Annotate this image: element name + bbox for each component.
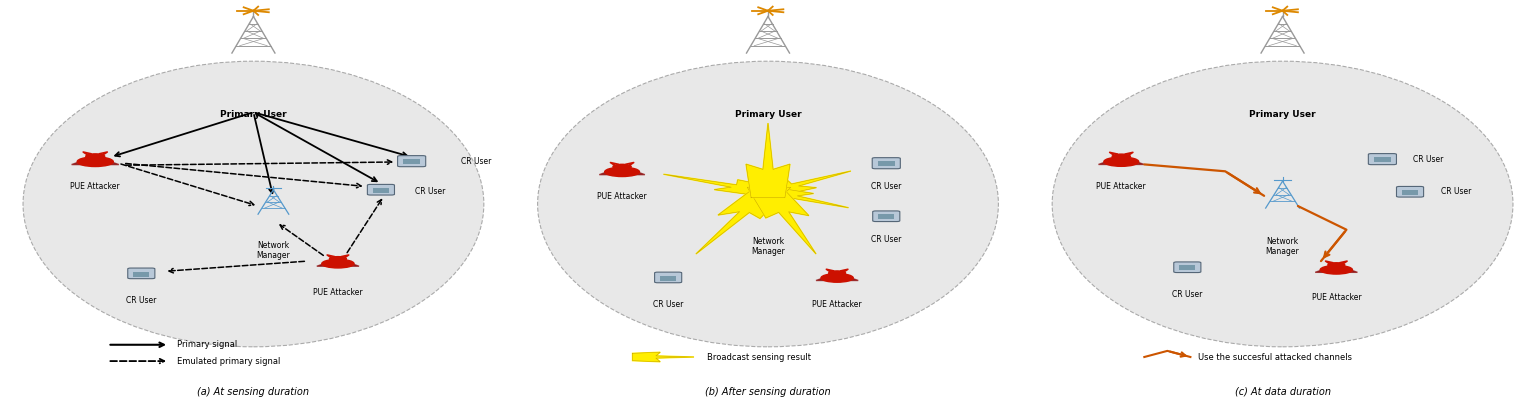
FancyBboxPatch shape — [660, 276, 676, 281]
Text: PUE Attacker: PUE Attacker — [71, 182, 120, 191]
Polygon shape — [746, 123, 790, 198]
Circle shape — [605, 167, 639, 177]
FancyBboxPatch shape — [1375, 157, 1390, 162]
FancyBboxPatch shape — [367, 184, 395, 195]
Circle shape — [1327, 263, 1346, 267]
FancyBboxPatch shape — [879, 161, 894, 166]
Text: CR User: CR User — [1413, 155, 1444, 164]
Text: CR User: CR User — [415, 187, 445, 196]
FancyBboxPatch shape — [872, 211, 900, 222]
Text: Use the succesful attacked channels: Use the succesful attacked channels — [1198, 353, 1352, 361]
Text: PUE Attacker: PUE Attacker — [313, 288, 362, 297]
Text: Network
Manager: Network Manager — [751, 237, 785, 256]
FancyBboxPatch shape — [1396, 186, 1424, 197]
Text: (b) After sensing duration: (b) After sensing duration — [705, 386, 831, 397]
Polygon shape — [599, 170, 645, 175]
Text: PUE Attacker: PUE Attacker — [813, 300, 862, 309]
Text: PUE Attacker: PUE Attacker — [598, 192, 647, 201]
FancyBboxPatch shape — [373, 188, 389, 193]
Text: PUE Attacker: PUE Attacker — [1312, 293, 1361, 302]
Polygon shape — [316, 262, 359, 266]
Ellipse shape — [1052, 61, 1513, 347]
Polygon shape — [750, 171, 851, 197]
Circle shape — [613, 164, 631, 169]
FancyBboxPatch shape — [127, 268, 155, 279]
Circle shape — [323, 259, 353, 268]
Text: Primary User: Primary User — [220, 110, 287, 119]
Text: (c) At data duration: (c) At data duration — [1235, 386, 1330, 397]
Text: Emulated primary signal: Emulated primary signal — [177, 357, 280, 366]
FancyBboxPatch shape — [872, 157, 900, 169]
FancyBboxPatch shape — [1402, 190, 1418, 195]
Circle shape — [820, 274, 854, 282]
Text: CR User: CR User — [1441, 187, 1471, 196]
Circle shape — [77, 157, 114, 166]
Ellipse shape — [538, 61, 998, 347]
Circle shape — [86, 154, 104, 159]
Text: Primary signal: Primary signal — [177, 340, 237, 349]
Text: CR User: CR User — [461, 157, 492, 166]
Polygon shape — [696, 185, 791, 254]
Text: Broadcast sensing result: Broadcast sensing result — [707, 353, 811, 361]
Polygon shape — [664, 174, 786, 197]
Text: Primary User: Primary User — [1249, 110, 1316, 119]
Polygon shape — [1098, 160, 1144, 164]
Polygon shape — [748, 186, 816, 254]
Polygon shape — [72, 160, 118, 164]
Text: CR User: CR User — [126, 296, 157, 305]
FancyArrowPatch shape — [126, 164, 361, 188]
FancyBboxPatch shape — [134, 272, 149, 277]
FancyBboxPatch shape — [1369, 153, 1396, 165]
FancyBboxPatch shape — [879, 215, 894, 220]
Text: PUE Attacker: PUE Attacker — [1097, 182, 1146, 191]
FancyBboxPatch shape — [1174, 262, 1201, 273]
FancyBboxPatch shape — [404, 159, 419, 164]
Polygon shape — [751, 187, 848, 208]
FancyArrowPatch shape — [126, 160, 392, 165]
Text: (a) At sensing duration: (a) At sensing duration — [198, 386, 309, 397]
Circle shape — [1112, 154, 1130, 159]
Circle shape — [1104, 157, 1138, 166]
FancyArrowPatch shape — [169, 261, 304, 273]
Polygon shape — [816, 277, 859, 281]
Circle shape — [829, 271, 845, 275]
FancyArrowPatch shape — [280, 225, 324, 255]
Text: Network
Manager: Network Manager — [257, 241, 290, 260]
Circle shape — [330, 257, 346, 261]
Text: CR User: CR User — [1172, 290, 1203, 299]
Text: CR User: CR User — [653, 300, 684, 309]
Text: CR User: CR User — [871, 182, 902, 191]
Text: Primary User: Primary User — [734, 110, 802, 119]
Polygon shape — [1315, 268, 1358, 273]
FancyBboxPatch shape — [654, 272, 682, 283]
Ellipse shape — [23, 61, 484, 347]
FancyArrowPatch shape — [121, 164, 253, 206]
Circle shape — [1319, 266, 1352, 274]
Text: CR User: CR User — [871, 235, 902, 244]
FancyArrowPatch shape — [111, 359, 164, 363]
Text: Network
Manager: Network Manager — [1266, 237, 1299, 256]
FancyArrowPatch shape — [347, 200, 381, 253]
FancyBboxPatch shape — [398, 155, 425, 167]
Polygon shape — [633, 352, 694, 362]
FancyBboxPatch shape — [1180, 266, 1195, 271]
